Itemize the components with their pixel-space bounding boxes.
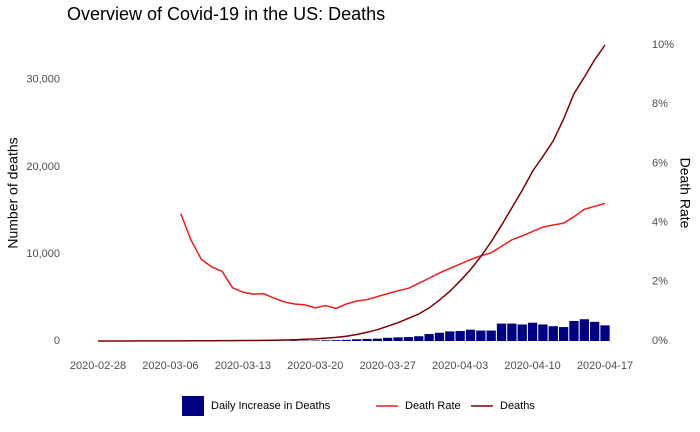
bar: [362, 338, 372, 341]
legend-label: Death Rate: [405, 400, 461, 412]
legend-label: Daily Increase in Deaths: [211, 400, 331, 412]
bar: [589, 321, 600, 341]
bar: [393, 337, 403, 341]
bar: [600, 325, 610, 341]
bar: [434, 332, 445, 341]
x-tick-label: 2020-03-20: [287, 360, 343, 372]
line: [97, 44, 606, 342]
y-tick-label: 30,000: [26, 74, 60, 86]
y2-tick-label: 8%: [652, 98, 668, 110]
bar: [476, 330, 486, 341]
line: [180, 202, 606, 310]
x-tick-label: 2020-04-17: [577, 360, 633, 372]
y-axis-title: Number of deaths: [5, 137, 21, 248]
bar: [383, 337, 393, 341]
legend-swatch: [182, 396, 204, 416]
bar: [424, 334, 434, 341]
y-tick-label: 0: [54, 335, 60, 347]
bar: [527, 322, 538, 341]
bar: [579, 319, 589, 341]
y2-axis-title: Death Rate: [677, 158, 693, 229]
bar: [569, 320, 579, 341]
y-tick-label: 10,000: [26, 248, 60, 260]
y2-tick-label: 2%: [652, 276, 668, 288]
y2-tick-label: 6%: [652, 157, 668, 169]
bar: [403, 337, 414, 341]
bar: [507, 323, 517, 341]
bar: [548, 326, 558, 341]
y2-tick-label: 4%: [652, 217, 668, 229]
x-tick-label: 2020-04-03: [432, 360, 488, 372]
legend-label: Deaths: [500, 400, 535, 412]
bar: [310, 340, 320, 341]
bar: [352, 339, 362, 341]
bar: [414, 336, 424, 341]
bar: [558, 327, 569, 341]
bar: [372, 338, 383, 341]
y2-tick-label: 0%: [652, 335, 668, 347]
y-tick-label: 20,000: [26, 161, 60, 173]
bar: [465, 329, 476, 341]
y2-tick-label: 10%: [652, 39, 674, 51]
bar: [455, 330, 465, 341]
bar: [445, 331, 455, 341]
x-tick-label: 2020-03-06: [142, 360, 198, 372]
bar: [496, 323, 507, 341]
x-tick-label: 2020-04-10: [504, 360, 560, 372]
bar: [320, 340, 331, 341]
bar: [331, 340, 341, 341]
chart-title: Overview of Covid-19 in the US: Deaths: [67, 4, 385, 24]
bar: [486, 330, 496, 341]
x-tick-label: 2020-03-27: [360, 360, 416, 372]
x-tick-label: 2020-03-13: [215, 360, 271, 372]
bar: [538, 324, 548, 341]
bar: [517, 324, 527, 341]
x-tick-label: 2020-02-28: [70, 360, 126, 372]
bar: [341, 339, 351, 341]
